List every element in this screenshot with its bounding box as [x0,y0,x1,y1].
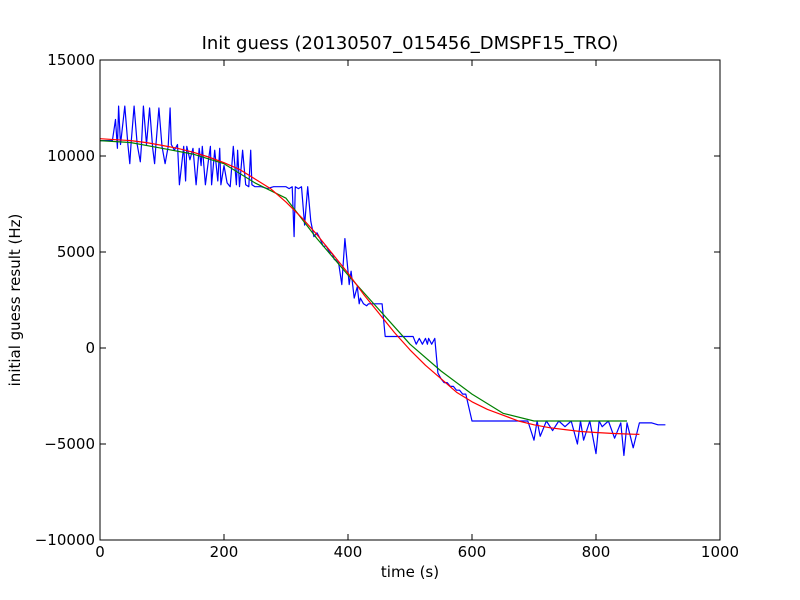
y-tick-label: −5000 [44,435,95,453]
y-tick-label: 15000 [47,51,95,69]
plot-frame [99,59,721,541]
ticks-layer: 0 200 400 600 800 1000 −10000 −5000 0 5000 10000 15… [35,51,739,561]
series-layer [99,105,666,457]
x-axis-label: time (s) [381,563,439,581]
x-tick-label: 800 [582,543,611,561]
y-tick-label: 0 [85,339,95,357]
x-tick-label: 400 [334,543,363,561]
x-tick-label: 600 [458,543,487,561]
y-tick-label: 5000 [57,243,95,261]
series-line-2 [99,140,627,422]
y-tick-label: −10000 [35,531,95,549]
x-tick-label: 1000 [701,543,739,561]
y-axis-label: initial guess result (Hz) [6,214,24,387]
y-tick-label: 10000 [47,147,95,165]
x-tick-label: 0 [95,543,105,561]
series-line-3 [99,138,640,435]
x-tick-label: 200 [210,543,239,561]
chart-title: Init guess (20130507_015456_DMSPF15_TRO) [202,33,619,54]
